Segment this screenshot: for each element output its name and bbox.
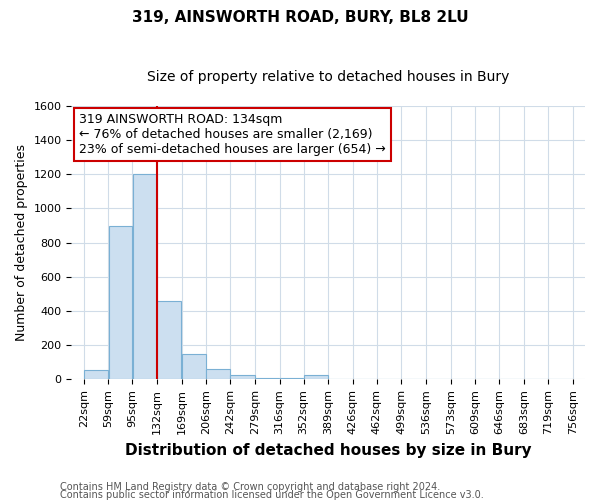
Bar <box>109 226 132 380</box>
Bar <box>230 375 255 380</box>
X-axis label: Distribution of detached houses by size in Bury: Distribution of detached houses by size … <box>125 442 532 458</box>
Bar <box>255 378 280 380</box>
Text: 319 AINSWORTH ROAD: 134sqm
← 76% of detached houses are smaller (2,169)
23% of s: 319 AINSWORTH ROAD: 134sqm ← 76% of deta… <box>79 113 386 156</box>
Bar <box>304 375 328 380</box>
Bar <box>280 378 304 380</box>
Bar <box>182 354 206 380</box>
Bar <box>133 174 157 380</box>
Y-axis label: Number of detached properties: Number of detached properties <box>15 144 28 341</box>
Text: 319, AINSWORTH ROAD, BURY, BL8 2LU: 319, AINSWORTH ROAD, BURY, BL8 2LU <box>131 10 469 25</box>
Bar <box>84 370 108 380</box>
Bar <box>157 300 181 380</box>
Text: Contains public sector information licensed under the Open Government Licence v3: Contains public sector information licen… <box>60 490 484 500</box>
Text: Contains HM Land Registry data © Crown copyright and database right 2024.: Contains HM Land Registry data © Crown c… <box>60 482 440 492</box>
Bar <box>206 369 230 380</box>
Title: Size of property relative to detached houses in Bury: Size of property relative to detached ho… <box>147 70 509 84</box>
